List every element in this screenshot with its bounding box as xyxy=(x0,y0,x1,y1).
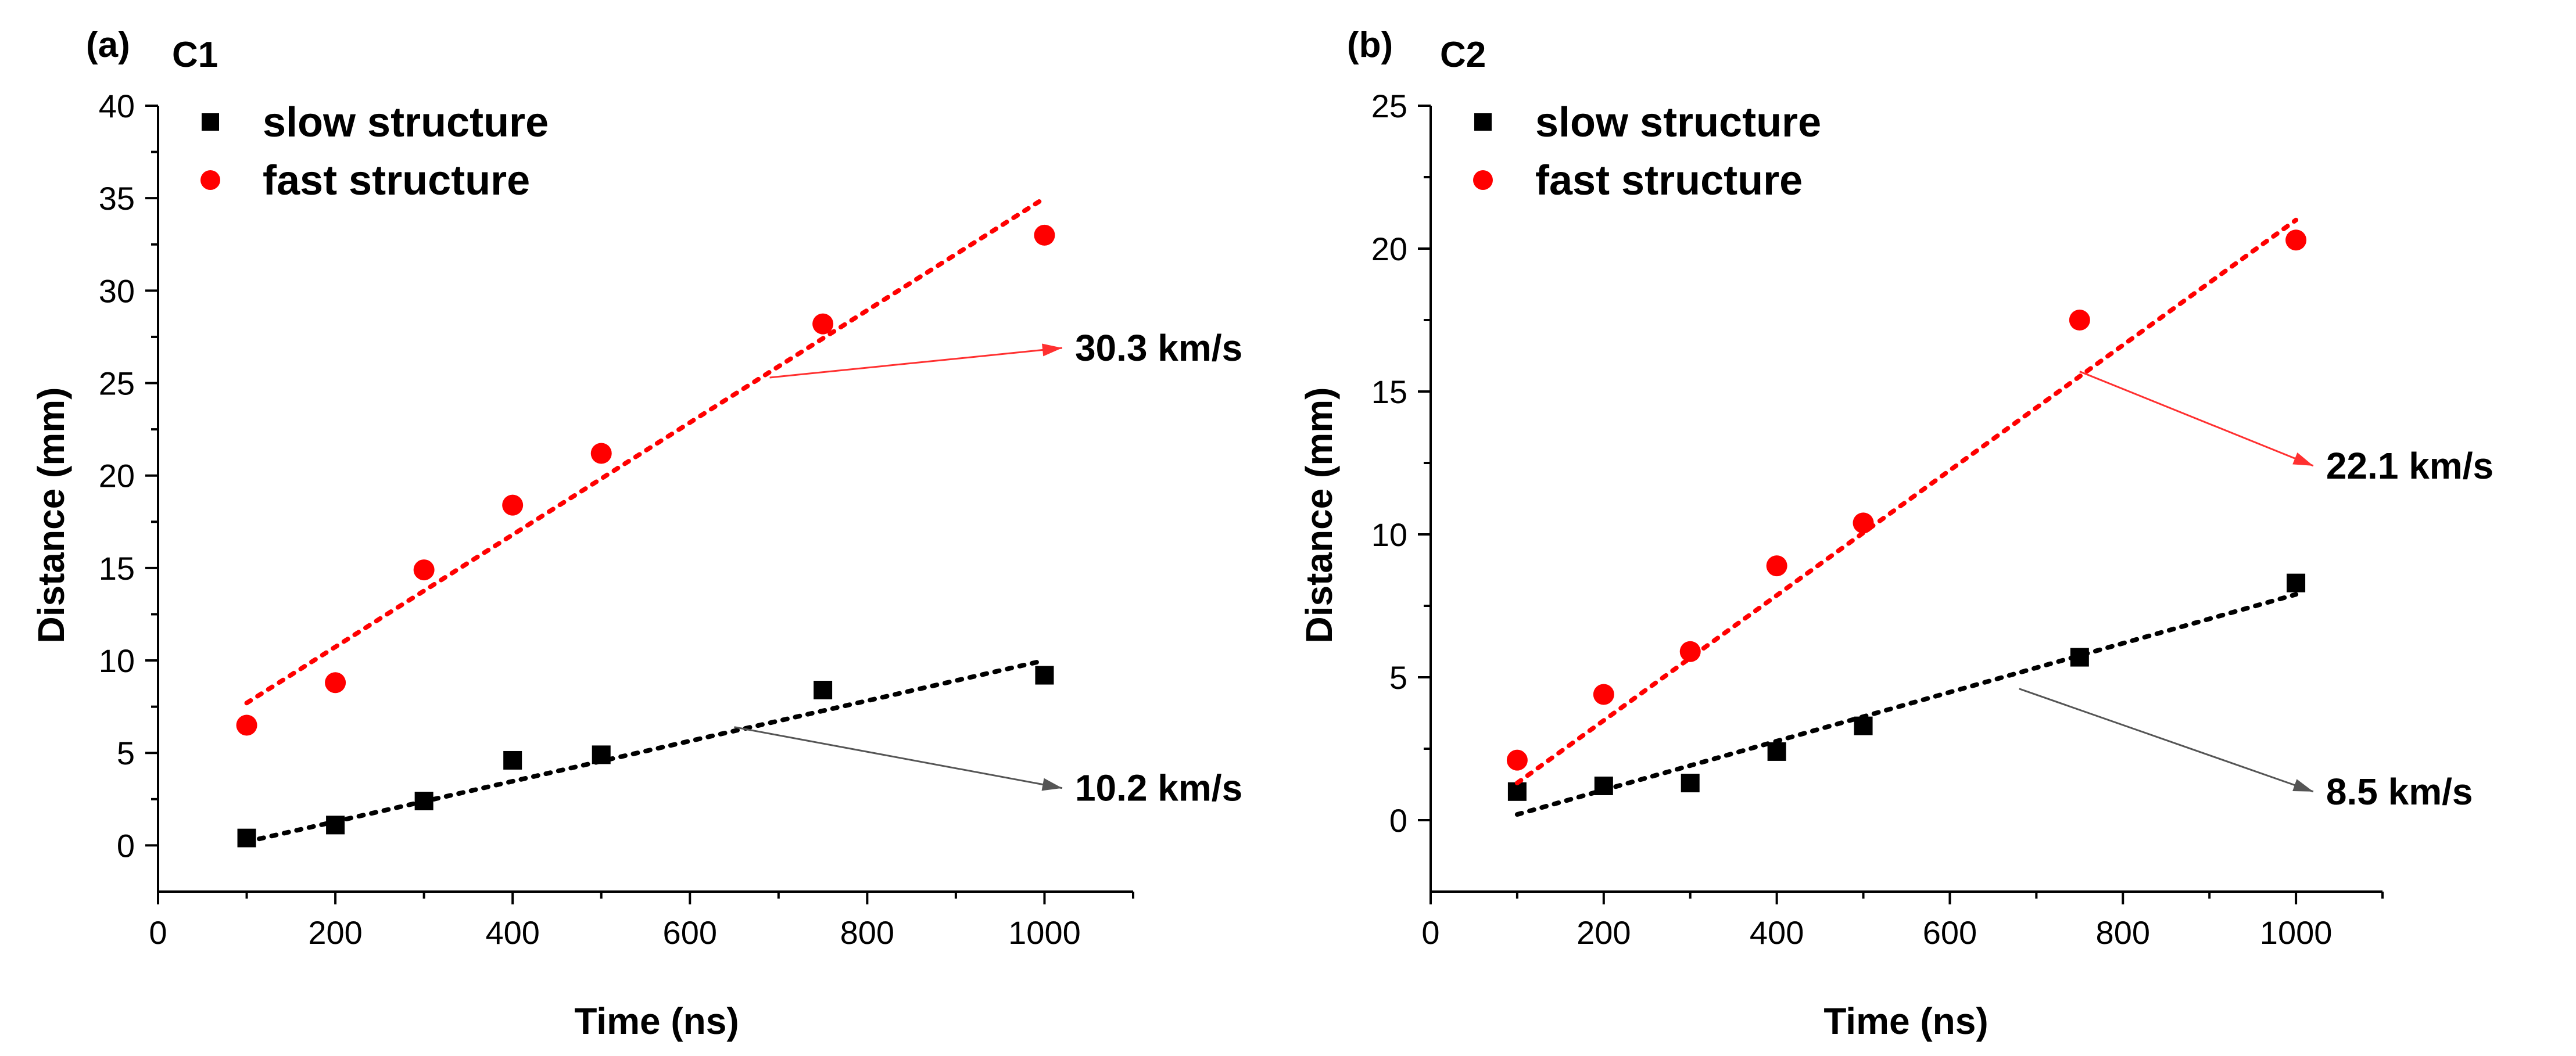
legend-label: fast structure xyxy=(1535,157,1803,204)
legend-marker-square xyxy=(202,113,219,131)
y-axis-title: Distance (mm) xyxy=(1298,387,1340,644)
legend-marker-square xyxy=(1474,113,1492,131)
x-tick-label: 1000 xyxy=(1008,914,1081,951)
slow-structure-point xyxy=(503,750,522,770)
fast-structure-point xyxy=(590,443,612,464)
y-tick-label: 25 xyxy=(99,365,135,402)
x-tick-label: 200 xyxy=(1577,914,1631,951)
x-tick-label: 400 xyxy=(485,914,539,951)
fast-structure-point xyxy=(413,559,435,581)
slow-structure-point xyxy=(237,828,256,847)
fast-structure-point xyxy=(2069,310,2090,331)
rate-label: 10.2 km/s xyxy=(1075,767,1242,809)
fast-structure-point xyxy=(1679,641,1701,662)
y-axis-title: Distance (mm) xyxy=(30,387,72,644)
y-tick-label: 20 xyxy=(1371,231,1407,267)
x-tick-label: 600 xyxy=(1923,914,1977,951)
legend-marker-circle xyxy=(200,170,220,190)
fast-structure-point xyxy=(812,313,834,335)
annotation-arrow-line xyxy=(769,347,1063,379)
slow-fit-line xyxy=(244,658,1047,845)
slow-structure-point xyxy=(1767,742,1786,761)
y-tick-label: 25 xyxy=(1371,88,1407,124)
legend-marker-circle xyxy=(1473,170,1493,190)
y-tick-label: 15 xyxy=(99,550,135,587)
fast-structure-point xyxy=(1034,224,1055,246)
fast-structure-point xyxy=(1766,555,1787,577)
fast-fit-line xyxy=(1514,217,2299,786)
fast-structure-point xyxy=(1853,512,1874,534)
x-tick-label: 200 xyxy=(308,914,362,951)
panel-a-c1: (a) C1 Time (ns) Distance (mm) 0 200 400 60… xyxy=(30,25,1242,1042)
annotation-arrowhead xyxy=(2292,452,2313,466)
legend-label: slow structure xyxy=(263,99,549,146)
x-tick-label: 0 xyxy=(1421,914,1439,951)
legend-label: slow structure xyxy=(1535,99,1821,146)
x-tick-label: 1000 xyxy=(2260,914,2333,951)
y-tick-label: 30 xyxy=(99,272,135,309)
panel-label: (b) xyxy=(1347,25,1393,65)
x-axis-title: Time (ns) xyxy=(574,1000,739,1042)
slow-structure-point xyxy=(2070,648,2089,667)
rate-label: 8.5 km/s xyxy=(2326,771,2473,813)
x-tick-label: 800 xyxy=(2096,914,2150,951)
y-tick-label: 5 xyxy=(117,735,135,771)
slow-structure-point xyxy=(592,745,611,764)
legend-label: fast structure xyxy=(263,157,530,204)
y-tick-label: 10 xyxy=(1371,516,1407,553)
x-tick-label: 400 xyxy=(1750,914,1804,951)
slow-structure-point xyxy=(2287,573,2306,592)
fast-fit-line xyxy=(244,196,1047,706)
fast-structure-point xyxy=(502,494,524,516)
fast-structure-point xyxy=(2285,229,2307,251)
annotation-arrow-line xyxy=(2079,371,2314,467)
y-tick-label: 15 xyxy=(1371,373,1407,410)
slow-structure-point xyxy=(1035,666,1054,685)
annotation-arrowhead xyxy=(2292,779,2313,792)
plot-area: 0 200 400 600 800 1000 0 5 10 15 20 25 30 35 40 10.2 km… xyxy=(99,88,1242,951)
y-tick-label: 0 xyxy=(117,827,135,864)
panel-subtitle: C2 xyxy=(1440,35,1486,75)
rate-label: 22.1 km/s xyxy=(2326,445,2493,487)
fast-structure-point xyxy=(1506,749,1528,771)
x-axis-title: Time (ns) xyxy=(1823,1000,1988,1042)
slow-structure-point xyxy=(814,680,833,699)
slow-structure-point xyxy=(1594,776,1613,795)
slow-structure-point xyxy=(414,792,433,811)
fast-structure-point xyxy=(236,714,257,736)
annotation-arrow-line xyxy=(734,726,1063,789)
fast-structure-point xyxy=(1593,684,1614,705)
y-tick-label: 20 xyxy=(99,458,135,494)
x-tick-label: 0 xyxy=(149,914,167,951)
panel-b-c2: (b) C2 Time (ns) Distance (mm) 0 200 400 60… xyxy=(1298,25,2493,1042)
y-tick-label: 40 xyxy=(99,88,135,124)
x-tick-label: 600 xyxy=(663,914,717,951)
y-tick-label: 0 xyxy=(1389,802,1407,839)
annotation-arrow-line xyxy=(2019,688,2314,793)
fast-structure-point xyxy=(325,672,346,694)
slow-structure-point xyxy=(1681,774,1700,793)
annotation-arrowhead xyxy=(1041,778,1062,791)
slow-structure-point xyxy=(326,816,345,835)
slow-structure-point xyxy=(1854,716,1873,735)
slow-fit-line xyxy=(1514,592,2299,817)
rate-label: 30.3 km/s xyxy=(1075,327,1242,369)
y-tick-label: 10 xyxy=(99,642,135,679)
annotation-arrowhead xyxy=(1042,343,1062,357)
y-tick-label: 5 xyxy=(1389,659,1407,696)
panel-subtitle: C1 xyxy=(172,35,218,75)
panel-label: (a) xyxy=(86,25,130,65)
y-tick-label: 35 xyxy=(99,180,135,217)
slow-structure-point xyxy=(1507,782,1527,801)
x-tick-label: 800 xyxy=(840,914,894,951)
plot-area: 0 200 400 600 800 1000 0 5 10 15 20 25 8.5 km/s 22.1 … xyxy=(1371,88,2493,951)
